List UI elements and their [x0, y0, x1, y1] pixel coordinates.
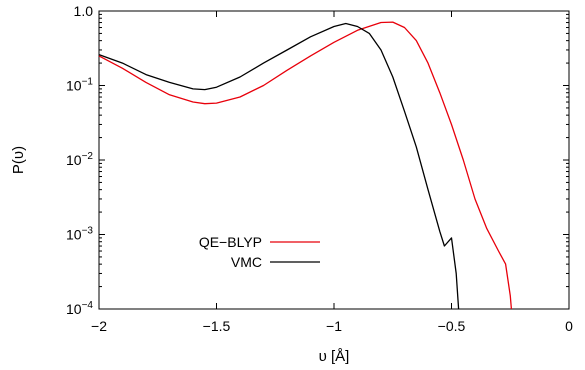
x-tick-label: −2: [91, 318, 107, 334]
y-tick-label: 10−2: [66, 151, 93, 168]
plot-frame: [98, 10, 570, 310]
legend: QE−BLYP VMC: [199, 234, 320, 270]
x-tick-label: −1.5: [203, 318, 231, 334]
x-tick-label: −1: [326, 318, 342, 334]
y-tick-label: 10−3: [66, 226, 93, 243]
y-tick-label: 10−4: [66, 300, 93, 317]
legend-label-qe-blyp: QE−BLYP: [199, 234, 262, 250]
series-group: [98, 21, 513, 310]
y-tick-label: 1.0: [74, 3, 94, 19]
x-axis-title: υ [Å]: [319, 348, 350, 365]
y-axis-title: P(υ): [10, 146, 27, 174]
series-line-vmc: [98, 22, 460, 310]
series-line-qe-blyp: [98, 21, 513, 310]
x-tick-label: −0.5: [438, 318, 466, 334]
x-tick-label: 0: [565, 318, 573, 334]
legend-label-vmc: VMC: [231, 254, 262, 270]
axis-ticks: −2 −1.5 −1 −0.5 0 1.0 10−1 10−2 10−3 10−4: [66, 3, 573, 334]
y-tick-label: 10−1: [66, 77, 93, 94]
